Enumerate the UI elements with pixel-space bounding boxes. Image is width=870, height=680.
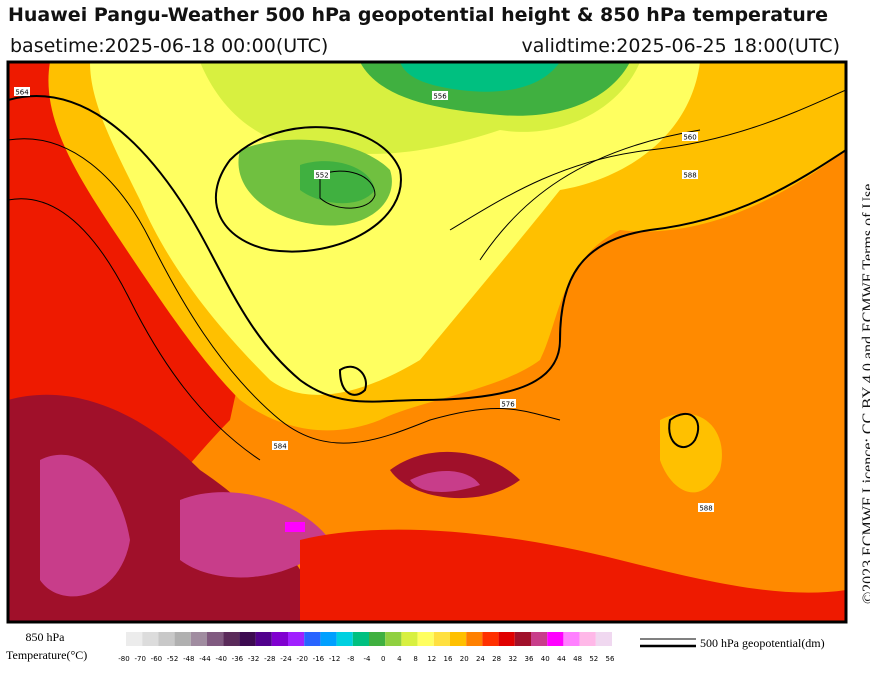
colorbar-swatch <box>174 632 191 646</box>
title: Huawei Pangu-Weather 500 hPa geopotentia… <box>8 4 828 26</box>
colorbar-swatch <box>223 632 240 646</box>
contour-label: 560 <box>683 134 696 142</box>
colorbar-tick-label: 12 <box>427 655 436 663</box>
colorbar-tick-label: -60 <box>151 655 162 663</box>
colorbar-tick-label: -8 <box>347 655 354 663</box>
colorbar-tick-label: 52 <box>589 655 598 663</box>
colorbar-tick-label: -28 <box>264 655 275 663</box>
colorbar-swatch <box>514 632 531 646</box>
colorbar-tick-label: 44 <box>557 655 566 663</box>
contour-label: 588 <box>683 172 696 180</box>
colorbar-tick-label: -80 <box>118 655 129 663</box>
colorbar-swatch <box>498 632 515 646</box>
colorbar-tick-label: -52 <box>167 655 178 663</box>
contour-label-bg <box>14 87 30 96</box>
colorbar-swatch <box>288 632 305 646</box>
colorbar-swatch <box>433 632 450 646</box>
level: 850 hPa <box>25 630 65 644</box>
colorbar-title: 850 hPa Temperature(°C) <box>6 628 88 664</box>
colorbar-tick-label: 24 <box>476 655 485 663</box>
contour-label-bg <box>432 91 448 100</box>
colorbar-swatch <box>401 632 418 646</box>
colorbar-tick-label: -36 <box>232 655 244 663</box>
colorbar-swatch <box>207 632 224 646</box>
colorbar-tick-label: 36 <box>525 655 534 663</box>
map-frame <box>6 60 848 624</box>
colorbar-swatch <box>595 632 612 646</box>
colorbar-tick-label: 32 <box>508 655 517 663</box>
colorbar-tick-label: -16 <box>313 655 325 663</box>
colorbar: -80 -70 -60 -52 -48 -44 -40 -36 -32 -28 -24 -20 -16-… <box>118 632 615 663</box>
colorbar-tick-label: -20 <box>296 655 307 663</box>
contour-label-bg <box>500 399 516 408</box>
colorbar-swatch <box>126 632 143 646</box>
colorbar-tick-label: 56 <box>606 655 615 663</box>
colorbar-tick-label: -70 <box>134 655 145 663</box>
colorbar-swatch <box>352 632 369 646</box>
contours <box>8 89 846 461</box>
contour-label-bg <box>682 170 698 179</box>
contour-label-bg <box>314 170 330 179</box>
colorbar-swatch <box>255 632 272 646</box>
colorbar-tick-label: 16 <box>444 655 453 663</box>
colorbar-tick-label: 48 <box>573 655 582 663</box>
colorbar-tick-label: 0 <box>381 655 385 663</box>
colorbar-swatch <box>320 632 337 646</box>
colorbar-swatch <box>385 632 402 646</box>
licence: ©2023 ECMWF Licence: CC BY 4.0 and ECMWF… <box>860 183 870 604</box>
contour-label-bg <box>682 132 698 141</box>
colorbar-tick-label: -40 <box>215 655 226 663</box>
colorbar-tick-label: 4 <box>397 655 402 663</box>
contour-label-bg <box>272 441 288 450</box>
colorbar-swatch <box>563 632 580 646</box>
colorbar-swatch <box>531 632 548 646</box>
colorbar-swatch <box>579 632 596 646</box>
contour-label: 584 <box>273 443 287 451</box>
colorbar-swatch <box>336 632 353 646</box>
colorbar-tick-label: 20 <box>460 655 469 663</box>
colorbar-swatch <box>482 632 499 646</box>
colorbar-tick-label: -44 <box>199 655 211 663</box>
contour-label: 576 <box>501 401 515 409</box>
colorbar-swatch <box>158 632 175 646</box>
colorbar-tick-label: -4 <box>364 655 372 663</box>
colorbar-swatch <box>466 632 483 646</box>
colorbar-swatch <box>239 632 256 646</box>
colorbar-tick-label: -32 <box>248 655 259 663</box>
colorbar-swatch <box>547 632 564 646</box>
colorbar-tick-label: -12 <box>329 655 340 663</box>
colorbar-tick-label: 8 <box>413 655 417 663</box>
colorbar-tick-label: 28 <box>492 655 501 663</box>
validtime: validtime:2025-06-25 18:00(UTC) <box>521 35 840 57</box>
colorbar-swatch <box>417 632 434 646</box>
colorbar-swatch <box>190 632 207 646</box>
colorbar-tick-label: -24 <box>280 655 292 663</box>
contour-label: 588 <box>699 505 712 513</box>
temperature-field <box>8 62 846 622</box>
colorbar-swatch <box>450 632 467 646</box>
variable: Temperature(°C) <box>6 648 88 662</box>
contour-label: 564 <box>15 89 29 97</box>
basetime: basetime:2025-06-18 00:00(UTC) <box>10 35 329 57</box>
contour-legend: 500 hPa geopotential(dm) <box>700 636 825 650</box>
colorbar-swatch <box>369 632 386 646</box>
contour-label: 556 <box>433 93 447 101</box>
colorbar-swatch <box>304 632 321 646</box>
colorbar-swatch <box>142 632 159 646</box>
colorbar-swatch <box>271 632 288 646</box>
contour-label: 552 <box>315 172 328 180</box>
colorbar-tick-label: 40 <box>541 655 550 663</box>
contour-label-bg <box>698 503 714 512</box>
colorbar-tick-label: -48 <box>183 655 194 663</box>
